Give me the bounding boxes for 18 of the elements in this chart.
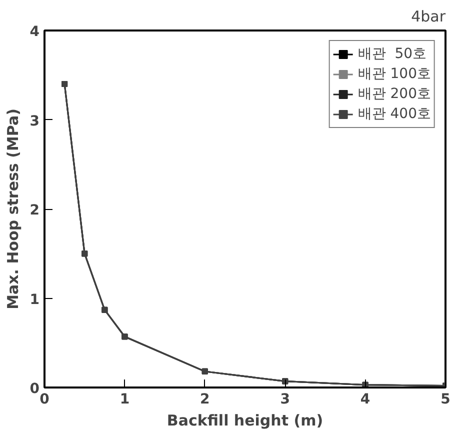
y-tick-label: 3: [30, 113, 40, 130]
y-axis-title: Max. Hoop stress (MPa): [4, 108, 22, 310]
legend-label: 배관 50호: [358, 45, 427, 63]
x-tick-label: 1: [120, 392, 130, 408]
x-tick-label: 3: [280, 392, 290, 408]
y-tick-label: 2: [30, 202, 40, 218]
legend-label: 배관 200호: [358, 85, 431, 103]
chart-title: 4bar: [411, 8, 446, 26]
y-tick-label: 0: [30, 381, 40, 397]
y-tick-label: 1: [30, 292, 40, 308]
x-tick-label: 5: [440, 392, 450, 408]
legend-label: 배관 400호: [358, 105, 431, 123]
x-axis-title: Backfill height (m): [166, 412, 324, 430]
y-tick-label: 4: [30, 24, 40, 40]
x-tick-label: 4: [360, 392, 370, 408]
x-tick-label: 2: [200, 392, 210, 408]
legend-label: 배관 100호: [358, 65, 431, 83]
x-tick-label: 0: [40, 392, 50, 408]
